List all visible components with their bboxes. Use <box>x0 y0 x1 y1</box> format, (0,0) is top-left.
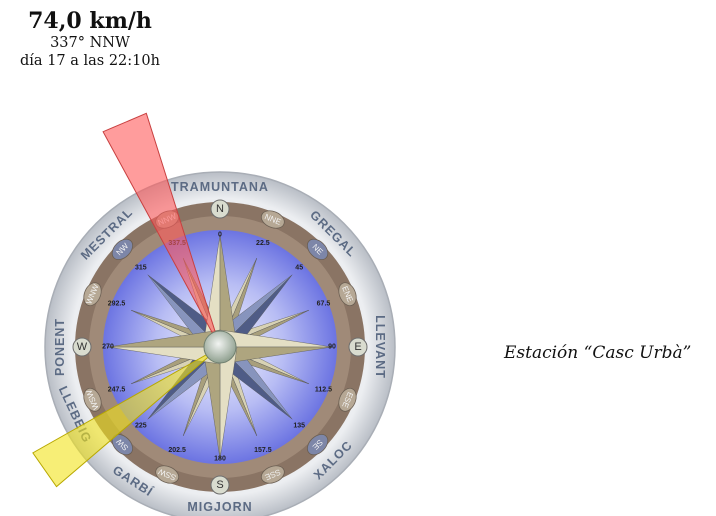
direction-point-w: W <box>72 337 92 357</box>
degree-label: 90 <box>328 344 336 351</box>
wind-readout: 74,0 km/h 337° NNW día 17 a las 22:10h <box>0 8 180 70</box>
direction-point-wnw: WNW <box>83 282 102 307</box>
compass-hub <box>203 330 237 364</box>
degree-label: 45 <box>295 264 303 271</box>
direction-point-ene: ENE <box>338 282 357 307</box>
direction-point-ne: NE <box>306 238 329 261</box>
direction-point-e: E <box>348 337 368 357</box>
svg-text:W: W <box>77 341 88 353</box>
degree-label: 247.5 <box>108 386 126 393</box>
direction-point-se: SE <box>306 433 329 456</box>
degree-label: 67.5 <box>317 301 331 308</box>
wind-name-label: LLEVANT <box>373 315 387 379</box>
degree-label: 22.5 <box>256 240 270 247</box>
degree-label: 0 <box>218 232 222 239</box>
direction-point-sse: SSE <box>260 465 285 484</box>
wind-direction: 337° NNW <box>50 35 130 51</box>
direction-point-nne: NNE <box>260 210 285 229</box>
degree-label: 270 <box>102 344 114 351</box>
direction-point-sw: SW <box>111 433 134 456</box>
degree-label: 292.5 <box>108 301 126 308</box>
svg-text:N: N <box>216 203 224 215</box>
direction-point-ese: ESE <box>338 387 357 412</box>
degree-label: 180 <box>214 456 226 463</box>
degree-label: 112.5 <box>315 386 332 393</box>
direction-point-nw: NW <box>111 238 134 261</box>
wind-sectors <box>32 112 221 488</box>
direction-point-ssw: SSW <box>155 465 180 484</box>
direction-point-n: N <box>210 199 230 219</box>
degree-label: 225 <box>135 423 147 430</box>
degree-label: 157.5 <box>254 447 272 454</box>
degree-labels: 0 22.5 45 67.5 90 112.5 135 157.5 180 202.5 225 247… <box>102 232 336 463</box>
direction-point-wsw: WSW <box>83 387 102 412</box>
svg-text:S: S <box>216 479 223 491</box>
wind-speed: 74,0 km/h <box>28 8 152 34</box>
wind-name-label: TRAMUNTANA <box>171 180 269 194</box>
station-name: Estación “Casc Urbà” <box>504 343 692 363</box>
svg-text:E: E <box>354 341 361 353</box>
wind-name-label: PONENT <box>53 318 67 376</box>
current-wind-sector <box>32 346 221 488</box>
degree-label: 315 <box>135 264 147 271</box>
max-wind-sector <box>102 112 221 348</box>
degree-label: 135 <box>293 423 305 430</box>
reading-timestamp: día 17 a las 22:10h <box>20 53 160 69</box>
direction-point-s: S <box>210 475 230 495</box>
direction-points: NNNENEENEEESESESSESSSWSWWSWWWNWNWNNW <box>72 199 368 495</box>
degree-label: 202.5 <box>168 447 186 454</box>
wind-name-label: MIGJORN <box>187 500 252 514</box>
